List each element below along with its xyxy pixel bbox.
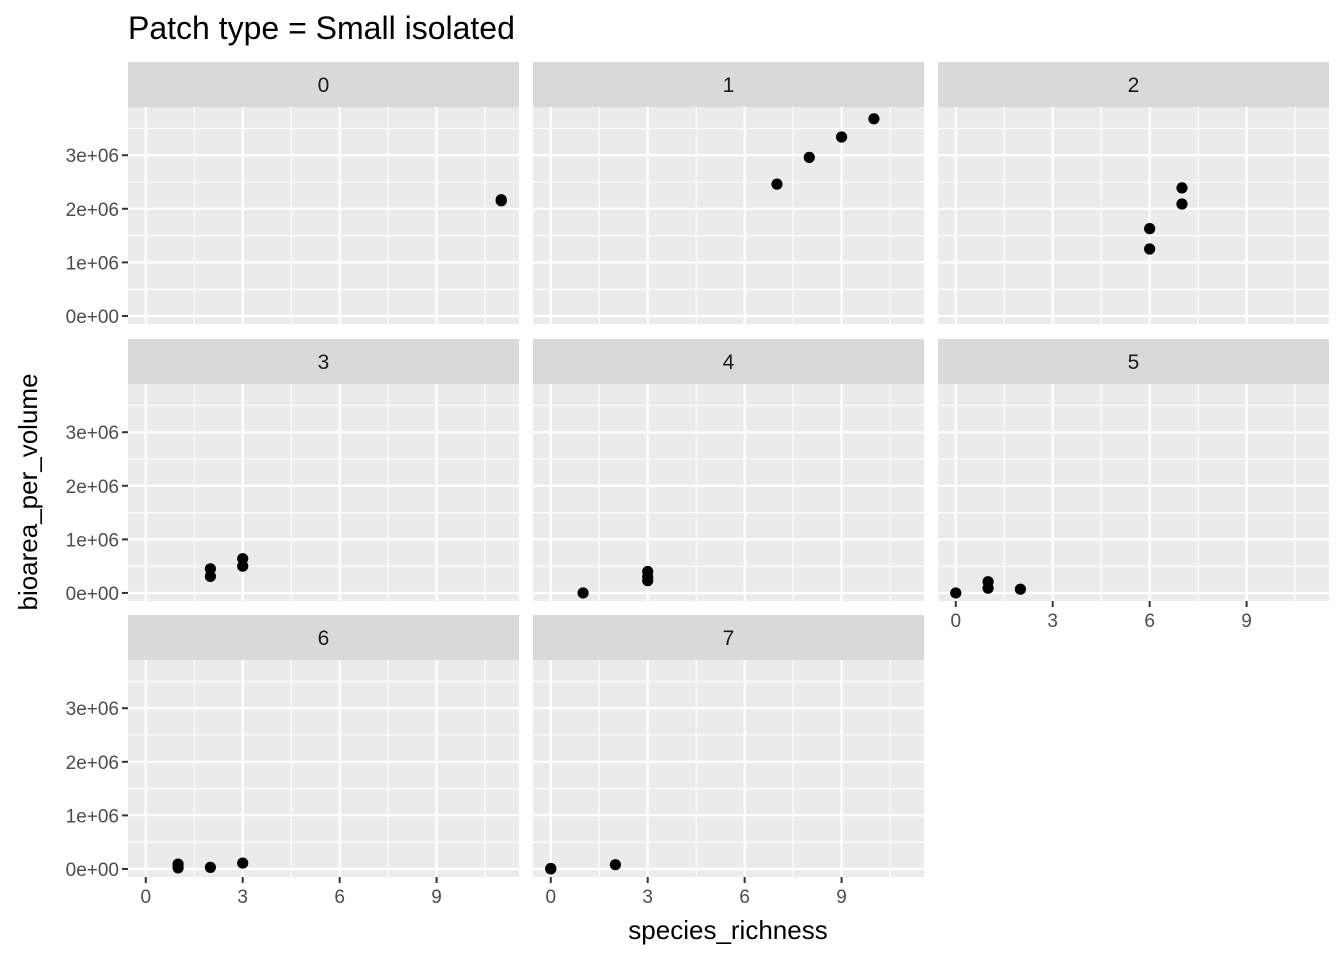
y-tick-label: 3e+06 bbox=[66, 146, 119, 167]
y-tick-label: 1e+06 bbox=[66, 806, 119, 827]
y-tick-label: 0e+00 bbox=[66, 584, 119, 605]
facet-panel-5: 5 0 3 6 9 bbox=[938, 339, 1329, 632]
x-tick-label: 9 bbox=[1241, 611, 1252, 632]
panel-background bbox=[938, 107, 1329, 324]
data-point bbox=[950, 587, 962, 599]
facet-panel-6: 6 0e+00 1e+06 2e+06 3e+06 0 3 6 9 bbox=[66, 615, 519, 908]
facet-strip-label: 0 bbox=[318, 74, 330, 97]
x-tick-label: 3 bbox=[237, 887, 248, 908]
data-point bbox=[835, 131, 848, 143]
data-point bbox=[982, 576, 994, 588]
facet-panel-4: 4 bbox=[533, 339, 924, 601]
x-tick-label: 0 bbox=[950, 611, 961, 632]
panel-background bbox=[533, 107, 924, 324]
facet-panel-1: 1 bbox=[533, 62, 924, 324]
data-point bbox=[204, 563, 217, 575]
y-tick-label: 2e+06 bbox=[66, 477, 119, 498]
data-point bbox=[609, 859, 622, 871]
panel-background bbox=[128, 660, 519, 877]
x-tick-label: 3 bbox=[642, 887, 653, 908]
data-point bbox=[237, 857, 249, 869]
x-tick-label: 6 bbox=[1144, 611, 1155, 632]
data-point bbox=[495, 194, 507, 206]
facet-strip bbox=[128, 62, 519, 107]
data-point bbox=[1144, 223, 1156, 235]
panel-background bbox=[533, 660, 924, 877]
y-tick-label: 1e+06 bbox=[66, 253, 119, 274]
facet-strip bbox=[938, 339, 1329, 384]
y-tick-label: 2e+06 bbox=[66, 200, 119, 221]
data-point bbox=[1144, 243, 1156, 255]
facet-strip-label: 5 bbox=[1128, 351, 1140, 374]
panel-background bbox=[533, 384, 924, 601]
facet-strip-label: 1 bbox=[723, 74, 735, 97]
y-axis-title: bioarea_per_volume bbox=[13, 373, 43, 610]
facet-panel-2: 2 bbox=[938, 62, 1329, 324]
x-tick-label: 0 bbox=[140, 887, 151, 908]
x-tick-label: 3 bbox=[1047, 611, 1058, 632]
facet-strip bbox=[938, 62, 1329, 107]
facet-strip bbox=[128, 615, 519, 660]
data-point bbox=[1014, 583, 1027, 595]
data-point bbox=[1176, 182, 1188, 194]
facet-strip bbox=[533, 615, 924, 660]
y-tick-label: 3e+06 bbox=[66, 699, 119, 720]
x-tick-label: 6 bbox=[334, 887, 345, 908]
panel-background bbox=[128, 107, 519, 324]
x-tick-label: 0 bbox=[545, 887, 556, 908]
facet-panel-0: 0 0e+00 1e+06 2e+06 3e+06 bbox=[66, 62, 519, 328]
y-tick-label: 0e+00 bbox=[66, 860, 119, 881]
x-axis-title: species_richness bbox=[628, 915, 827, 945]
facet-strip-label: 2 bbox=[1128, 74, 1140, 97]
data-point bbox=[642, 565, 654, 578]
facet-strip bbox=[533, 62, 924, 107]
y-tick-label: 3e+06 bbox=[66, 423, 119, 444]
x-tick-label: 9 bbox=[431, 887, 442, 908]
data-point bbox=[204, 861, 217, 873]
facet-strip bbox=[128, 339, 519, 384]
facet-strip bbox=[533, 339, 924, 384]
panel-background bbox=[938, 384, 1329, 601]
data-point bbox=[172, 858, 184, 870]
data-point bbox=[771, 178, 783, 190]
data-point bbox=[237, 553, 249, 565]
panel-background bbox=[128, 384, 519, 601]
data-point bbox=[577, 587, 589, 599]
data-point bbox=[868, 113, 880, 125]
facet-panel-7: 7 0 3 6 9 bbox=[533, 615, 924, 908]
x-tick-label: 9 bbox=[836, 887, 847, 908]
data-point bbox=[803, 151, 815, 163]
data-point bbox=[545, 862, 557, 875]
chart-title: Patch type = Small isolated bbox=[128, 10, 515, 46]
data-point bbox=[1176, 198, 1188, 210]
facet-strip-label: 7 bbox=[723, 627, 735, 650]
y-tick-label: 0e+00 bbox=[66, 307, 119, 328]
y-tick-label: 1e+06 bbox=[66, 530, 119, 551]
facet-strip-label: 6 bbox=[318, 627, 330, 650]
y-tick-label: 2e+06 bbox=[66, 753, 119, 774]
facet-strip-label: 4 bbox=[723, 351, 735, 374]
facet-panel-3: 3 0e+00 1e+06 2e+06 3e+06 bbox=[66, 339, 519, 605]
x-tick-label: 6 bbox=[739, 887, 750, 908]
facet-strip-label: 3 bbox=[318, 351, 330, 374]
